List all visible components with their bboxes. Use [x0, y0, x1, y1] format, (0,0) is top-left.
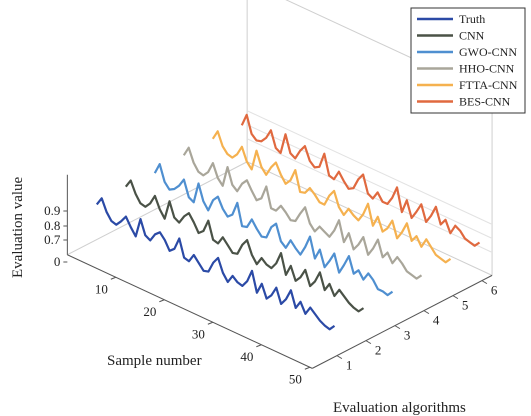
x-tick — [159, 299, 165, 303]
y-tick — [481, 280, 488, 285]
x-tick — [304, 366, 311, 370]
legend-label: Truth — [459, 12, 485, 26]
y-tick-label: 2 — [375, 343, 382, 358]
series-line-cnn — [124, 179, 365, 313]
y-tick-label: 3 — [404, 328, 411, 343]
x-tick — [256, 344, 262, 348]
y-tick-label: 5 — [462, 298, 469, 313]
y-tick — [365, 340, 372, 345]
x-tick-label: 50 — [289, 371, 302, 386]
y-tick-label: 1 — [346, 358, 353, 373]
y-tick — [423, 310, 430, 315]
z-tick-label: 0.7 — [44, 232, 61, 247]
z-axis-label: Evaluation value — [10, 176, 26, 278]
series-line-gwo-cnn — [153, 163, 394, 297]
y-tick — [452, 295, 459, 300]
y-tick — [394, 325, 401, 330]
series-line-bes-cnn — [240, 113, 481, 247]
legend-label: BES-CNN — [459, 95, 511, 109]
x-tick — [110, 276, 117, 280]
legend-label: CNN — [459, 29, 485, 43]
tick-labels: 10 20 30 40 50 1 2 3 4 5 6 0 0.70.80.9 — [44, 203, 498, 386]
y-tick — [336, 355, 343, 360]
x-tick-label: 30 — [192, 326, 205, 341]
x-axis-label: Sample number — [107, 353, 202, 369]
x-axis-line — [67, 254, 313, 369]
series-line-truth — [95, 197, 336, 331]
y-tick-label: 6 — [491, 283, 498, 298]
legend: Truth CNN GWO-CNN HHO-CNN FTTA-CNN BES-CNN — [410, 7, 526, 114]
x-tick — [207, 321, 214, 325]
z-tick-label: 0 — [54, 254, 61, 269]
z-tick-label: 0.9 — [44, 203, 60, 218]
series-layer — [95, 113, 481, 331]
z-tick-label: 0.8 — [44, 218, 60, 233]
x-tick-label: 40 — [240, 349, 253, 364]
chart-axes — [66, 174, 493, 369]
x-tick-label: 10 — [95, 281, 108, 296]
series-line-ftta-cnn — [211, 130, 452, 264]
legend-label: FTTA-CNN — [459, 78, 518, 92]
y-axis-label: Evaluation algorithms — [333, 400, 466, 416]
legend-label: HHO-CNN — [459, 62, 515, 76]
back-wall-edge — [246, 161, 493, 276]
z-gridline — [246, 110, 493, 225]
legend-label: GWO-CNN — [459, 45, 517, 59]
y-tick-label: 4 — [433, 313, 440, 328]
y-axis-line — [312, 274, 493, 369]
legend-box — [410, 7, 526, 114]
series-line-hho-cnn — [182, 146, 423, 280]
x-tick-label: 20 — [143, 304, 156, 319]
